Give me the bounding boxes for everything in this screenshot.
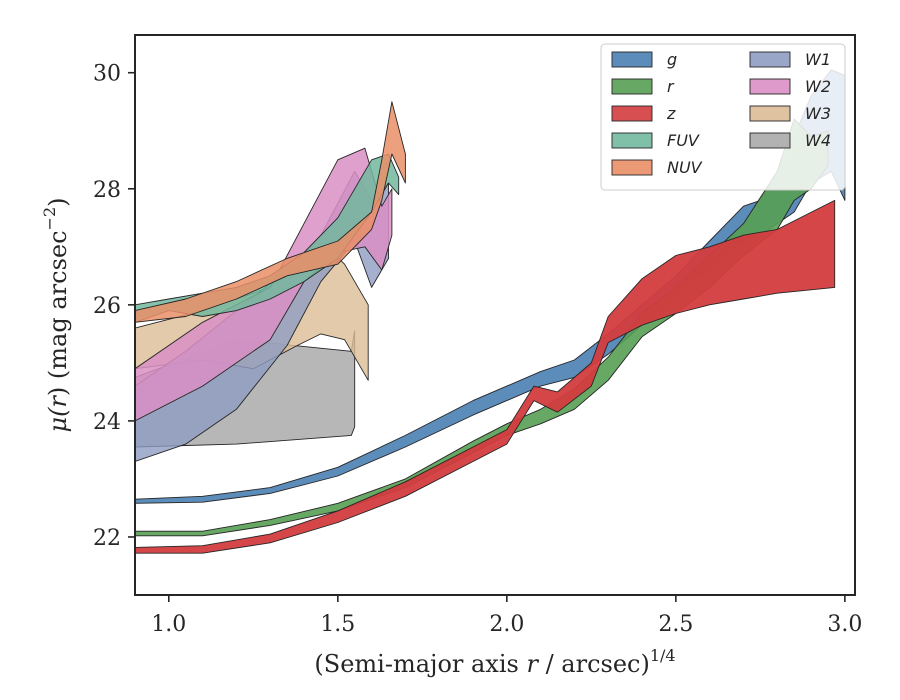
legend-label-w4: W4 <box>805 131 831 150</box>
y-tick-label: 22 <box>93 526 121 551</box>
legend-swatch-w4 <box>749 132 791 149</box>
legend-label-w3: W3 <box>805 104 831 123</box>
legend-label-z: z <box>666 104 676 123</box>
y-axis-title: μ(r) (mag arcsec−2) <box>40 197 72 432</box>
x-tick-label: 2.0 <box>489 612 524 637</box>
legend-swatch-w1 <box>749 51 791 68</box>
legend-label-w2: W2 <box>805 77 831 96</box>
y-tick-label: 24 <box>93 410 121 435</box>
legend-label-nuv: NUV <box>667 158 703 177</box>
y-axis-ticks: 22 24 26 28 30 <box>93 62 135 551</box>
legend-swatch-r <box>611 78 653 95</box>
x-tick-label: 2.5 <box>658 612 693 637</box>
y-tick-label: 26 <box>93 294 121 319</box>
band-z <box>135 199 836 554</box>
x-axis-ticks: 1.0 1.5 2.0 2.5 3.0 <box>151 595 862 637</box>
x-axis-title: (Semi-major axis r / arcsec)1/4 <box>314 646 675 678</box>
legend-label-w1: W1 <box>805 50 831 69</box>
band-layer <box>135 69 846 554</box>
legend-swatch-w2 <box>749 78 791 95</box>
legend: grz FUV NUV W1 W2 W3 W4 <box>600 43 846 191</box>
plot-frame <box>134 34 856 596</box>
legend-swatch-nuv <box>611 159 653 176</box>
y-tick-label: 30 <box>93 62 121 87</box>
legend-swatch-g <box>611 51 653 68</box>
legend-swatch-fuv <box>611 132 653 149</box>
x-tick-label: 3.0 <box>827 612 862 637</box>
legend-label-fuv: FUV <box>667 131 700 150</box>
x-tick-label: 1.0 <box>151 612 186 637</box>
x-tick-label: 1.5 <box>320 612 355 637</box>
legend-swatch-z <box>611 105 653 122</box>
y-tick-label: 28 <box>93 178 121 203</box>
band-nuv <box>135 101 406 323</box>
legend-swatch-w3 <box>749 105 791 122</box>
legend-label-g: g <box>667 50 677 69</box>
legend-label-r: r <box>667 77 675 96</box>
